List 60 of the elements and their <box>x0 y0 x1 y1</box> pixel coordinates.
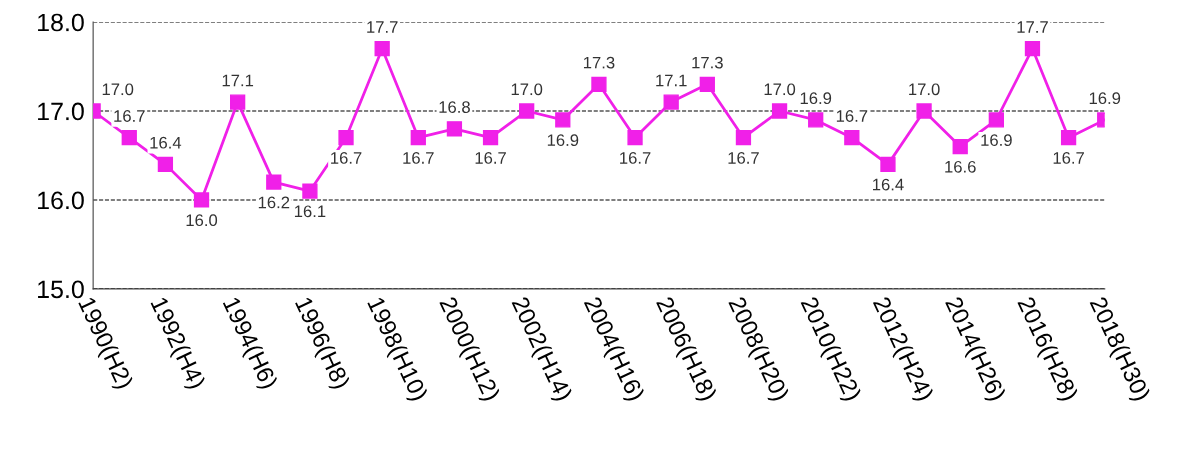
point <box>338 130 354 146</box>
point <box>844 130 860 146</box>
point <box>410 130 426 146</box>
data-label: 16.4 <box>873 178 904 191</box>
data-label: 16.6 <box>945 160 976 173</box>
data-label: 17.1 <box>222 74 254 87</box>
data-label: 16.7 <box>620 152 651 164</box>
data-label: 16.7 <box>836 110 868 122</box>
data-label: 16.9 <box>1089 92 1121 105</box>
y-tick-label: 16.0 <box>38 191 84 210</box>
data-label: 16.1 <box>294 205 326 218</box>
point <box>519 103 535 119</box>
point <box>121 130 137 146</box>
data-label: 17.0 <box>909 83 940 96</box>
data-label: 17.7 <box>367 21 398 33</box>
point <box>808 112 824 128</box>
data-label: 16.7 <box>403 152 434 164</box>
point <box>988 112 1004 128</box>
data-label: 16.0 <box>186 214 218 227</box>
point <box>880 156 896 173</box>
point <box>663 94 679 110</box>
point <box>302 183 318 199</box>
data-label: 16.8 <box>439 101 470 113</box>
data-label: 16.7 <box>475 152 506 164</box>
data-label: 16.7 <box>331 152 362 164</box>
point <box>627 130 643 146</box>
data-label: 16.7 <box>1053 152 1084 164</box>
point <box>916 103 932 119</box>
point <box>699 76 715 92</box>
data-label: 16.4 <box>150 136 182 149</box>
data-label: 17.0 <box>764 83 796 96</box>
data-label: 16.7 <box>114 110 145 122</box>
y-tick-label: 18.0 <box>38 13 84 32</box>
point <box>193 192 210 208</box>
point <box>735 130 752 146</box>
data-label: 16.9 <box>800 92 832 105</box>
point <box>1060 130 1077 146</box>
point <box>446 121 463 137</box>
data-label: 16.9 <box>981 134 1012 147</box>
data-label: 17.7 <box>1017 21 1048 33</box>
data-label: 17.3 <box>692 56 723 69</box>
data-label: 17.3 <box>583 56 615 69</box>
y-tick-label: 17.0 <box>38 102 84 121</box>
data-label: 17.1 <box>656 74 687 87</box>
data-label: 17.0 <box>511 83 543 96</box>
data-label: 16.7 <box>728 152 759 164</box>
point <box>374 41 390 57</box>
point <box>591 76 607 92</box>
point <box>482 130 499 146</box>
data-label: 16.2 <box>258 196 290 209</box>
data-label: 17.0 <box>102 83 134 96</box>
point <box>952 138 968 155</box>
point <box>266 174 282 190</box>
point <box>771 103 788 119</box>
data-label: 16.9 <box>547 134 579 147</box>
point <box>1024 41 1041 57</box>
point <box>555 112 571 128</box>
point <box>157 156 174 173</box>
point <box>230 94 246 110</box>
y-tick-label: 15.0 <box>38 280 84 299</box>
